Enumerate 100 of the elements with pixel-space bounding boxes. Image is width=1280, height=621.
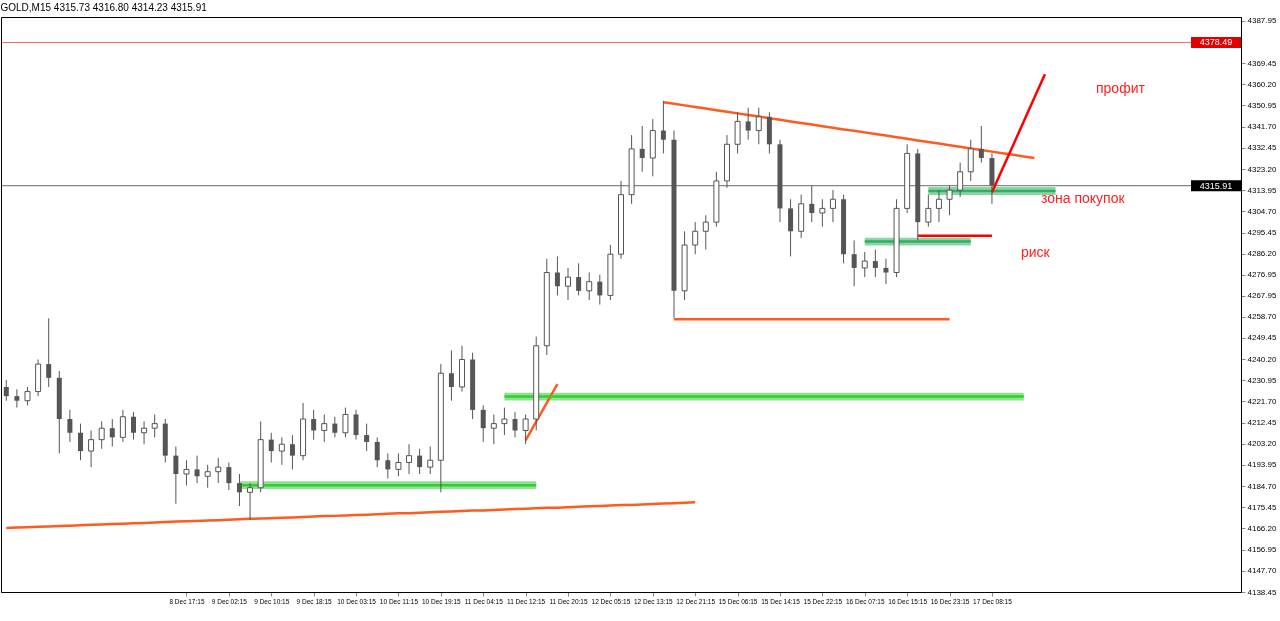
chart-title: GOLD,M15 4315.73 4316.80 4314.23 4315.91 (0, 1, 208, 13)
candlestick (141, 420, 148, 445)
candlestick (554, 255, 560, 296)
candlestick (448, 349, 454, 402)
candlestick (480, 404, 486, 443)
candlestick (311, 409, 317, 441)
y-tick-label: 4387.95 (1247, 16, 1277, 26)
line-series (662, 100, 1036, 160)
candlestick (788, 198, 794, 257)
y-tick-label: 4156.95 (1247, 545, 1277, 555)
y-tick-label: 4249.45 (1247, 333, 1277, 343)
candlestick (967, 139, 974, 182)
y-tick-label: 4267.95 (1247, 291, 1277, 301)
candlestick (130, 411, 136, 441)
candlestick (935, 189, 942, 223)
y-tick-label: 4147.70 (1247, 566, 1277, 576)
candlestick (925, 194, 932, 228)
candlestick (247, 482, 254, 521)
candlestick (353, 409, 359, 441)
candlestick (151, 413, 158, 438)
y-tick-label: 4258.70 (1247, 312, 1277, 322)
candlestick (978, 125, 984, 164)
candlestick (109, 418, 115, 447)
candlestick (946, 185, 953, 216)
candlestick (851, 239, 857, 287)
candlestick (861, 251, 868, 278)
candlestick (576, 262, 582, 296)
candlestick (119, 409, 126, 443)
y-tick-label: 4212.45 (1247, 418, 1277, 428)
candlestick (565, 267, 572, 301)
y-tick-label: 4166.20 (1247, 523, 1277, 533)
candlestick (957, 162, 964, 198)
annotation: зона покупок (1041, 190, 1126, 206)
y-tick-label: 4184.70 (1247, 481, 1277, 491)
y-tick-label: 4341.70 (1247, 122, 1277, 132)
candlestick (321, 413, 328, 443)
candlestick (3, 379, 9, 402)
candlestick (755, 107, 762, 145)
y-tick-label: 4221.70 (1247, 396, 1277, 406)
candlestick (512, 411, 518, 438)
y-tick-label: 4230.95 (1247, 375, 1277, 385)
candlestick (427, 446, 434, 475)
candlestick (692, 221, 699, 255)
candlestick (342, 407, 349, 438)
candlestick (417, 448, 423, 475)
candlestick (406, 443, 413, 475)
candlestick (819, 198, 826, 228)
candlestick (597, 274, 603, 306)
y-tick-label: 4350.95 (1247, 100, 1277, 110)
candlestick (586, 272, 593, 301)
y-tick-label: 4323.20 (1247, 164, 1277, 174)
candlestick (24, 386, 31, 406)
candlestick (829, 189, 836, 223)
candlestick (46, 317, 52, 388)
y-tick-label: 4332.45 (1247, 143, 1277, 153)
ref-line-label: 4378.49 (1199, 37, 1233, 48)
candlestick (67, 409, 73, 443)
candlestick (660, 100, 666, 154)
ref-line-label: 4315.91 (1199, 180, 1233, 191)
candlestick (809, 185, 815, 223)
y-tick-label: 4295.45 (1247, 228, 1277, 238)
candlestick (278, 436, 285, 466)
y-tick-label: 4369.45 (1247, 58, 1277, 68)
line-series (990, 72, 1047, 194)
candlestick (490, 413, 497, 445)
y-tick-label: 4240.20 (1247, 354, 1277, 364)
candlestick (236, 473, 242, 507)
candlestick (364, 423, 370, 452)
candlestick (77, 423, 83, 461)
candlestick (88, 429, 95, 468)
candlestick (173, 446, 179, 505)
candlestick (183, 459, 190, 486)
candlestick (268, 432, 274, 464)
y-tick-label: 4193.95 (1247, 460, 1277, 470)
candlestick (98, 420, 105, 450)
candlestick (332, 416, 338, 438)
candlestick (883, 258, 889, 285)
candlestick (872, 249, 878, 278)
candlestick (289, 434, 295, 470)
y-tick-label: 4175.45 (1247, 502, 1277, 512)
candlestick (501, 407, 508, 436)
y-tick-label: 4203.20 (1247, 439, 1277, 449)
annotation: профит (1096, 80, 1146, 96)
y-tick-label: 4276.95 (1247, 270, 1277, 280)
annotation: риск (1021, 244, 1051, 260)
y-tick-label: 4360.20 (1247, 79, 1277, 89)
candlestick (204, 464, 211, 489)
y-tick-label: 4304.70 (1247, 206, 1277, 216)
candlestick (14, 388, 20, 409)
candlestick (734, 111, 741, 154)
candlestick (194, 455, 200, 484)
candlestick (385, 452, 391, 480)
candlestick (745, 107, 751, 141)
candlestick (702, 214, 709, 251)
candlestick (374, 436, 380, 468)
y-tick-label: 4286.20 (1247, 249, 1277, 259)
y-tick-label: 4138.45 (1247, 587, 1277, 597)
candlestick (226, 462, 232, 491)
candlestick (395, 452, 402, 477)
y-tick-label: 4313.95 (1247, 185, 1277, 195)
